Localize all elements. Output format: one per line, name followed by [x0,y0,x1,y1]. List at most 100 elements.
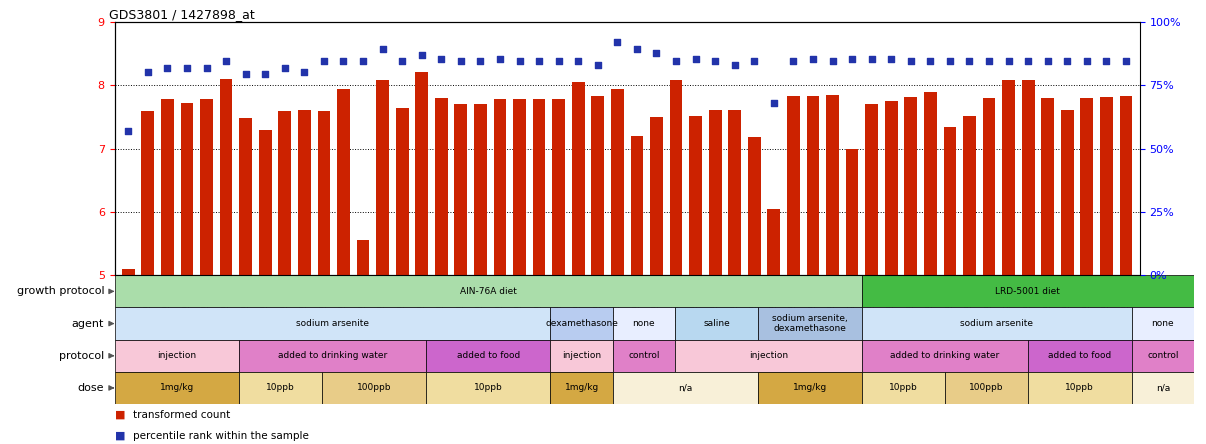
Text: none: none [633,319,655,328]
Point [177,64,197,71]
Text: 10ppb: 10ppb [1065,384,1094,392]
Bar [115,372,239,404]
Bar [275,275,294,389]
Point [725,62,744,69]
Bar [765,275,784,389]
Bar [392,275,412,389]
Text: added to drinking water: added to drinking water [277,351,387,360]
Bar [865,104,878,275]
Bar [759,308,862,340]
Bar [941,275,960,389]
Point [470,58,490,65]
Point [451,58,470,65]
Bar [650,117,663,275]
Text: 10ppb: 10ppb [889,384,918,392]
Point [256,71,275,78]
Text: growth protocol: growth protocol [17,286,104,297]
Bar [158,275,177,389]
Bar [686,275,706,389]
Bar [882,275,901,389]
Bar [177,275,197,389]
Bar [924,92,937,275]
Bar [118,275,137,389]
Point [158,64,177,71]
Point [353,58,373,65]
Text: transformed count: transformed count [133,410,230,420]
Bar [1081,98,1093,275]
Bar [1100,97,1113,275]
Point [373,45,392,52]
Text: ■: ■ [115,410,125,420]
Bar [1028,372,1131,404]
Point [941,58,960,65]
Bar [822,275,842,389]
Bar [784,275,803,389]
Bar [979,275,999,389]
Bar [862,275,882,389]
Bar [197,275,216,389]
Bar [137,275,158,389]
Bar [964,116,976,275]
Bar [550,372,613,404]
Point [1096,58,1116,65]
Bar [239,340,426,372]
Text: injection: injection [157,351,197,360]
Text: sodium arsenite: sodium arsenite [295,319,369,328]
Point [549,58,568,65]
Bar [845,149,859,275]
Bar [669,80,683,275]
Text: 1mg/kg: 1mg/kg [792,384,827,392]
Bar [298,110,311,275]
Point [589,62,608,69]
Point [803,56,822,63]
Bar [353,275,373,389]
Bar [490,275,510,389]
Point [1038,58,1058,65]
Point [862,56,882,63]
Bar [451,275,470,389]
Bar [533,99,545,275]
Point [999,58,1018,65]
Bar [613,308,675,340]
Point [1077,58,1096,65]
Point [491,56,510,63]
Point [627,45,646,52]
Point [392,58,411,65]
Text: percentile rank within the sample: percentile rank within the sample [133,431,309,441]
Bar [568,275,589,389]
Point [568,58,587,65]
Bar [334,275,353,389]
Bar [115,340,239,372]
Bar [862,308,1131,340]
Bar [1131,340,1194,372]
Text: LRD-5001 diet: LRD-5001 diet [995,287,1060,296]
Bar [744,275,765,389]
Point [960,58,979,65]
Bar [294,275,314,389]
Point [882,56,901,63]
Bar [1041,98,1054,275]
Text: 10ppb: 10ppb [474,384,503,392]
Bar [611,89,624,275]
Bar [803,275,822,389]
Bar [1058,275,1077,389]
Bar [373,275,392,389]
Bar [1018,275,1038,389]
Bar [415,71,428,275]
Bar [572,82,585,275]
Point [784,58,803,65]
Bar [552,99,564,275]
Bar [960,275,979,389]
Bar [1117,275,1136,389]
Bar [613,372,759,404]
Bar [1028,340,1131,372]
Point [1058,58,1077,65]
Bar [788,96,800,275]
Bar [627,275,646,389]
Bar [725,275,744,389]
Bar [728,110,740,275]
Bar [357,241,369,275]
Point [901,58,920,65]
Bar [675,340,862,372]
Text: ■: ■ [115,431,125,441]
